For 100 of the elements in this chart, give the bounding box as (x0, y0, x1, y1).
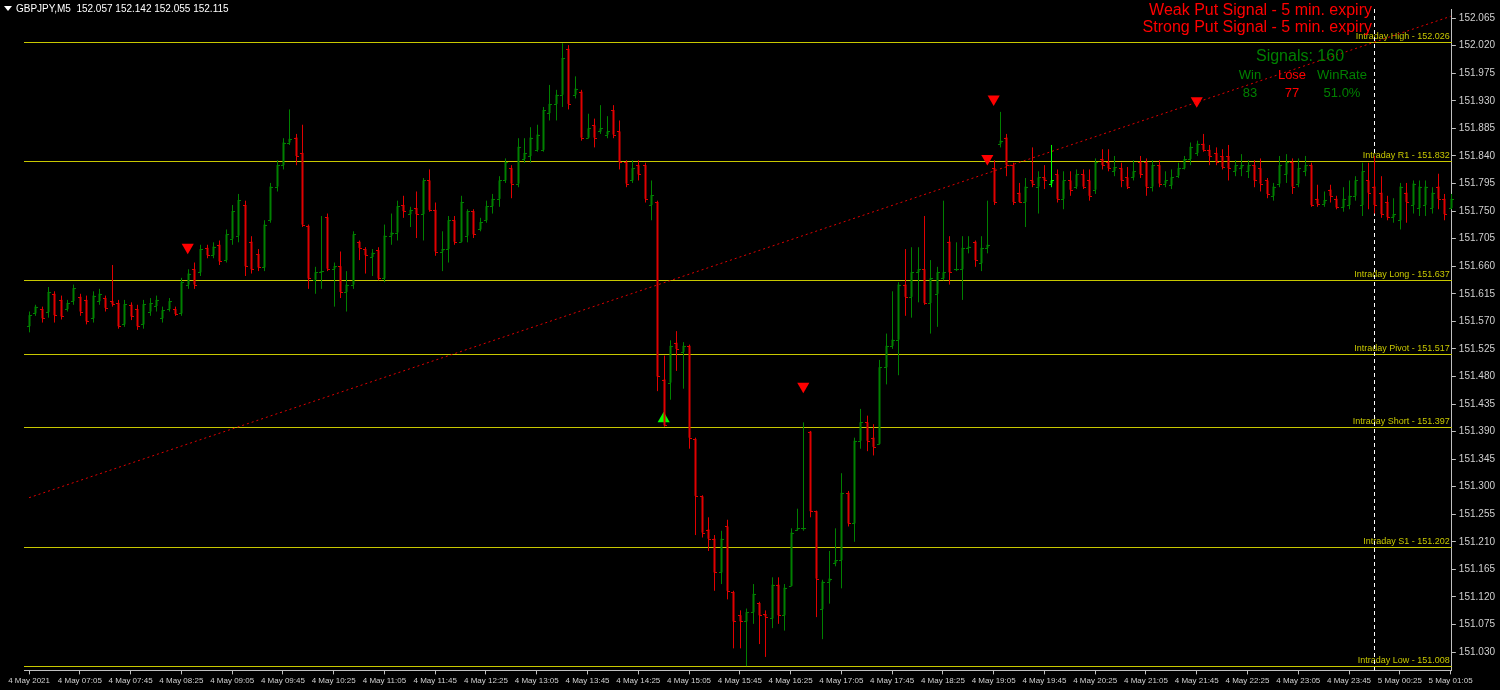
y-tick-label: 151.030 (1458, 645, 1496, 657)
candlestick (587, 113, 590, 139)
x-tick-label: 4 May 21:45 (1174, 676, 1220, 686)
candlestick (993, 159, 996, 206)
candlestick (726, 519, 729, 600)
candlestick (885, 333, 888, 385)
candlestick (402, 195, 405, 219)
candlestick (1037, 170, 1040, 215)
candlestick (1443, 193, 1446, 221)
candlestick (707, 516, 710, 552)
candlestick (1304, 155, 1307, 177)
candlestick (491, 193, 494, 215)
ref-line-label: Intraday Low - 151.008 (1357, 655, 1450, 666)
x-tick-label: 4 May 16:25 (768, 676, 814, 686)
candlestick (276, 159, 279, 192)
candlestick (155, 295, 158, 313)
candlestick (847, 490, 850, 527)
candlestick (866, 415, 869, 452)
candlestick (1202, 133, 1205, 153)
annotation: 51.0% (1323, 85, 1361, 100)
y-tick-label: 151.660 (1458, 259, 1496, 271)
y-tick-label: 151.840 (1458, 149, 1496, 161)
candlestick (1240, 153, 1243, 177)
candlestick (917, 246, 920, 303)
y-tick-label: 151.750 (1458, 204, 1496, 216)
candlestick (415, 191, 418, 239)
candlestick (66, 299, 69, 313)
candlestick (1348, 179, 1351, 210)
candlestick (53, 290, 56, 324)
candlestick (1088, 168, 1091, 202)
y-tick-label: 151.435 (1458, 397, 1496, 409)
candlestick (123, 299, 126, 328)
candlestick (34, 304, 37, 317)
y-tick-label: 151.885 (1458, 122, 1496, 134)
x-tick-label: 4 May 14:25 (616, 676, 661, 686)
candlestick (536, 124, 539, 153)
y-tick-label: 151.615 (1458, 287, 1496, 299)
candlestick (510, 164, 513, 199)
candlestick (1297, 157, 1300, 188)
y-tick-label: 152.020 (1458, 39, 1496, 51)
candlestick (1259, 157, 1262, 192)
candlestick (713, 534, 716, 592)
candlestick (60, 295, 63, 320)
candlestick (1285, 153, 1288, 184)
y-tick-label: 151.345 (1458, 452, 1496, 464)
candlestick (206, 244, 209, 259)
candlestick (231, 204, 234, 246)
candlestick (180, 277, 183, 317)
point (981, 154, 994, 166)
candlestick (904, 248, 907, 317)
candlestick (872, 423, 875, 456)
candlestick (961, 235, 964, 301)
candlestick (656, 200, 659, 392)
candlestick (834, 527, 837, 567)
candlestick (307, 224, 310, 290)
x-tick-label: 4 May 10:25 (311, 676, 357, 686)
x-tick-label: 4 May 09:05 (210, 676, 255, 686)
candlestick (790, 527, 793, 587)
candlestick (1335, 195, 1338, 210)
candlestick (1139, 155, 1142, 179)
candlestick (174, 306, 177, 317)
candlestick (840, 472, 843, 589)
candlestick (1005, 133, 1008, 177)
candlestick (625, 159, 628, 188)
annotation: Win (1238, 67, 1262, 82)
candlestick (1215, 146, 1218, 166)
candlestick (225, 228, 228, 264)
candlestick (929, 259, 932, 335)
x-tick-label: 4 May 15:45 (717, 676, 763, 686)
candlestick (1082, 168, 1085, 190)
candlestick (117, 299, 120, 330)
candlestick (453, 215, 456, 246)
candlestick (1380, 175, 1383, 219)
ref-line-label: Intraday Long - 151.637 (1354, 269, 1450, 280)
candlestick (1437, 173, 1440, 210)
candlestick (593, 118, 596, 148)
candlestick (1234, 159, 1237, 177)
candlestick (694, 437, 697, 536)
candlestick (923, 215, 926, 306)
candlestick (1018, 182, 1021, 204)
candlestick (237, 193, 240, 243)
candlestick (1189, 142, 1192, 166)
y-tick-label: 151.525 (1458, 342, 1496, 354)
x-tick-label: 4 May 13:45 (565, 676, 611, 686)
candlestick (828, 550, 833, 605)
candlestick (618, 119, 621, 170)
candlestick (650, 179, 653, 221)
candlestick (161, 306, 164, 324)
candlestick (1221, 148, 1224, 170)
x-tick-label: 4 May 15:05 (667, 676, 712, 686)
ref-line-label: Intraday R1 - 151.832 (1362, 150, 1450, 161)
y-tick-label: 152.065 (1458, 11, 1496, 23)
candlestick (999, 111, 1004, 148)
candlestick (1361, 162, 1364, 217)
candlestick (1405, 182, 1408, 224)
candlestick (1094, 157, 1097, 195)
candlestick (612, 104, 615, 139)
candlestick (936, 266, 939, 328)
candlestick (1031, 146, 1034, 188)
candlestick (1227, 144, 1230, 181)
